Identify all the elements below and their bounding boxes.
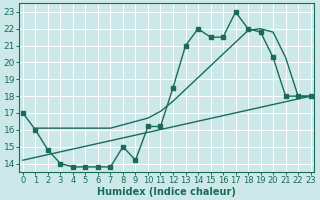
X-axis label: Humidex (Indice chaleur): Humidex (Indice chaleur) (97, 187, 236, 197)
